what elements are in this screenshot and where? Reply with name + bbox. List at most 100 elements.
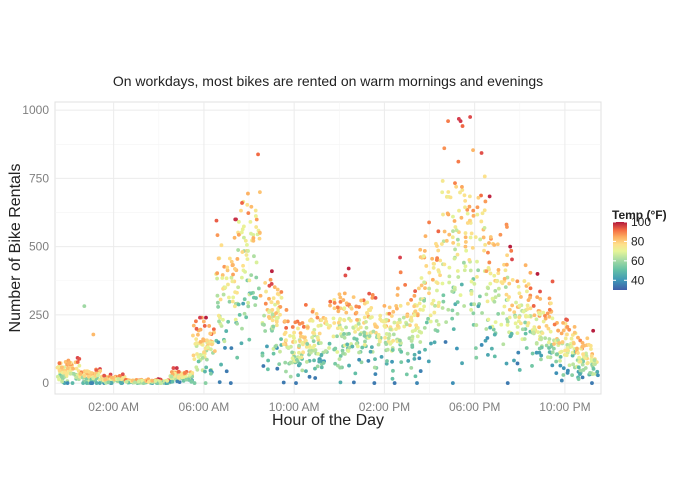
data-point (198, 315, 202, 320)
data-point (576, 365, 581, 370)
data-point (453, 181, 457, 185)
data-point (305, 342, 310, 346)
data-point (231, 295, 236, 300)
data-point (475, 212, 480, 217)
data-point (221, 317, 225, 322)
data-point (103, 377, 108, 382)
data-point (211, 327, 216, 332)
data-point (534, 350, 539, 355)
data-point (572, 324, 577, 329)
data-point (580, 375, 585, 380)
data-point (229, 346, 234, 351)
scatter-points (55, 115, 600, 385)
data-point (232, 235, 237, 240)
data-point (271, 324, 276, 329)
data-point (523, 331, 528, 336)
data-point (153, 379, 158, 383)
data-point (343, 273, 348, 278)
data-point (409, 315, 414, 320)
data-point (219, 362, 223, 367)
data-point (567, 363, 572, 368)
data-point (423, 347, 427, 352)
data-point (476, 195, 481, 200)
data-point (406, 359, 411, 363)
data-point (389, 314, 394, 318)
data-point (237, 312, 242, 317)
data-point (578, 368, 583, 373)
data-point (84, 381, 89, 385)
data-point (436, 268, 441, 273)
data-point (412, 313, 417, 317)
data-point (515, 331, 520, 336)
data-point (441, 293, 446, 298)
data-point (450, 316, 455, 321)
data-point (297, 343, 301, 348)
data-point (244, 253, 249, 257)
data-point (379, 354, 384, 359)
data-point (174, 366, 179, 370)
data-point (412, 304, 417, 309)
data-point (317, 331, 322, 336)
data-point (274, 316, 279, 320)
data-point (57, 368, 62, 373)
data-point (488, 235, 493, 239)
data-point (463, 231, 468, 235)
data-point (223, 346, 227, 350)
data-point (549, 301, 553, 306)
data-point (476, 304, 481, 309)
data-point (82, 304, 87, 309)
data-point (415, 381, 419, 385)
data-point (489, 346, 494, 351)
data-point (395, 286, 400, 291)
data-point (227, 295, 231, 300)
data-point (342, 335, 347, 340)
data-point (254, 217, 259, 222)
data-point (373, 357, 377, 362)
data-point (450, 381, 455, 385)
y-axis-title: Number of Bike Rentals (7, 164, 24, 333)
data-point (387, 311, 392, 316)
data-point (528, 306, 533, 311)
data-point (538, 289, 542, 294)
data-point (270, 318, 275, 323)
data-point (413, 309, 418, 314)
data-point (216, 340, 221, 345)
data-point (565, 348, 570, 352)
data-point (422, 304, 426, 309)
data-point (463, 240, 468, 244)
data-point (202, 324, 207, 328)
legend-tick-label: 100 (631, 215, 651, 229)
data-point (298, 361, 302, 366)
data-point (236, 285, 241, 290)
data-point (350, 344, 355, 349)
data-point (486, 286, 491, 291)
data-point (273, 302, 277, 307)
data-point (398, 338, 402, 343)
data-point (504, 292, 509, 297)
data-point (479, 151, 484, 155)
data-point (242, 297, 247, 302)
data-point (483, 338, 488, 343)
data-point (338, 300, 343, 304)
data-point (225, 265, 230, 270)
data-point (355, 318, 359, 322)
data-point (94, 381, 99, 385)
data-point (436, 322, 441, 327)
data-point (84, 369, 89, 374)
data-point (531, 304, 536, 308)
data-point (59, 374, 64, 379)
data-point (247, 278, 252, 283)
data-point (430, 256, 435, 261)
data-point (200, 356, 205, 360)
data-point (539, 337, 543, 342)
data-point (510, 303, 515, 308)
data-point (385, 347, 390, 352)
data-point (476, 268, 481, 273)
data-point (316, 324, 321, 328)
data-point (242, 235, 246, 240)
data-point (331, 316, 336, 321)
data-point (507, 307, 512, 312)
data-point (530, 351, 535, 356)
data-point (347, 331, 351, 336)
data-point (65, 371, 70, 376)
